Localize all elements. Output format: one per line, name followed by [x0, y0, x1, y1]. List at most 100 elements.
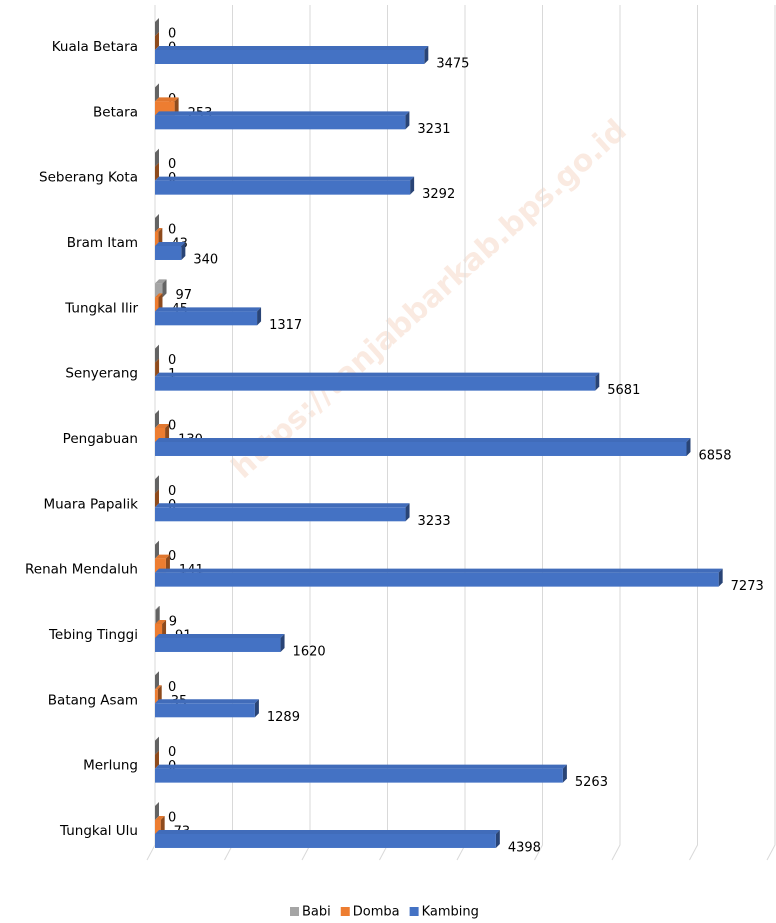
bar-side [155, 18, 159, 36]
bar-side [155, 605, 160, 624]
category-label: Renah Mendaluh [25, 562, 138, 578]
bar [155, 503, 410, 522]
bar [155, 409, 159, 428]
category-label: Tungkal Ulu [59, 823, 138, 839]
value-label: 6858 [698, 448, 731, 463]
value-label: 0 [168, 27, 176, 42]
bar [155, 554, 170, 573]
bar-side [158, 227, 163, 246]
bar-front [155, 283, 163, 298]
bar-side [181, 241, 186, 260]
bar [155, 46, 429, 64]
bar-side [155, 540, 159, 559]
category-label: Muara Papalik [43, 496, 138, 512]
category-label: Senyerang [65, 366, 138, 382]
bar-top [155, 176, 415, 181]
value-label: 340 [193, 252, 218, 267]
bar-side [686, 437, 691, 456]
bar-side [595, 372, 600, 391]
bar-top [155, 46, 429, 50]
category-label: Bram Itam [67, 235, 138, 251]
category-label: Tungkal Ilir [64, 300, 138, 316]
bar-side [424, 46, 429, 64]
legend-swatch [340, 907, 350, 916]
bar-top [155, 307, 262, 312]
bar-top [155, 764, 567, 769]
grid-line [379, 5, 388, 861]
bar [155, 750, 159, 769]
bar-front [155, 311, 258, 326]
bar-top [155, 815, 165, 820]
grid-line [534, 5, 543, 861]
value-label: 1620 [293, 644, 326, 659]
grid-line [611, 5, 621, 861]
bar-front [155, 637, 281, 652]
grid-line [689, 5, 698, 861]
bar [155, 83, 159, 102]
bar-side [155, 750, 159, 769]
bar [155, 241, 186, 260]
bar [155, 699, 259, 718]
bar-front [155, 572, 719, 587]
bar [155, 764, 567, 783]
bar-front [155, 819, 161, 834]
legend-swatch [409, 907, 419, 916]
bar-top [155, 685, 162, 690]
bar-front [155, 376, 596, 391]
grid-line [146, 5, 156, 861]
bar-front [155, 231, 159, 246]
bar-front [155, 180, 411, 195]
value-label: 5263 [575, 775, 608, 790]
bar-top [155, 554, 170, 559]
value-label: 0 [168, 745, 176, 760]
bar-side [155, 83, 159, 102]
bar-side [280, 633, 285, 652]
value-label: 3231 [417, 122, 450, 137]
bar [155, 176, 415, 195]
bar [155, 213, 159, 232]
category-label: Merlung [83, 758, 138, 774]
bar [155, 685, 162, 704]
bar-top [155, 372, 600, 377]
value-label: 0 [168, 418, 176, 433]
value-label: 97 [176, 288, 193, 303]
bar [155, 671, 159, 690]
bar-side [155, 475, 159, 494]
value-label: 3233 [418, 514, 451, 529]
bar [155, 423, 170, 442]
bar-side [254, 699, 259, 718]
bar-top [155, 568, 723, 573]
category-label: Pengabuan [63, 431, 138, 447]
bar [155, 475, 159, 494]
bar-front [155, 623, 163, 638]
bar [155, 829, 500, 848]
bar-side [718, 568, 723, 587]
bar [155, 344, 159, 363]
bar-front [155, 609, 156, 624]
bar [155, 18, 159, 36]
bar-side [155, 801, 159, 820]
category-label: Tebing Tinggi [48, 627, 138, 643]
bar-top [155, 97, 179, 102]
bar-top [155, 699, 259, 704]
bar-front [155, 833, 496, 848]
value-label: 0 [168, 222, 176, 237]
bar [155, 605, 160, 624]
value-label: 3292 [422, 187, 455, 202]
bar [155, 162, 159, 181]
legend-label: Domba [353, 905, 400, 920]
bar-top [155, 293, 163, 298]
category-label: Betara [93, 104, 138, 120]
bar-front [155, 507, 406, 522]
bar [155, 358, 160, 377]
value-label: 0 [168, 484, 176, 499]
value-label: 9 [169, 614, 177, 629]
bar [155, 32, 159, 50]
bar [155, 815, 165, 834]
bar [155, 801, 159, 820]
bar-front [155, 427, 166, 442]
bar-top [155, 619, 167, 624]
bar-side [162, 279, 167, 298]
legend-label: Babi [302, 905, 331, 920]
bar-top [155, 423, 170, 428]
